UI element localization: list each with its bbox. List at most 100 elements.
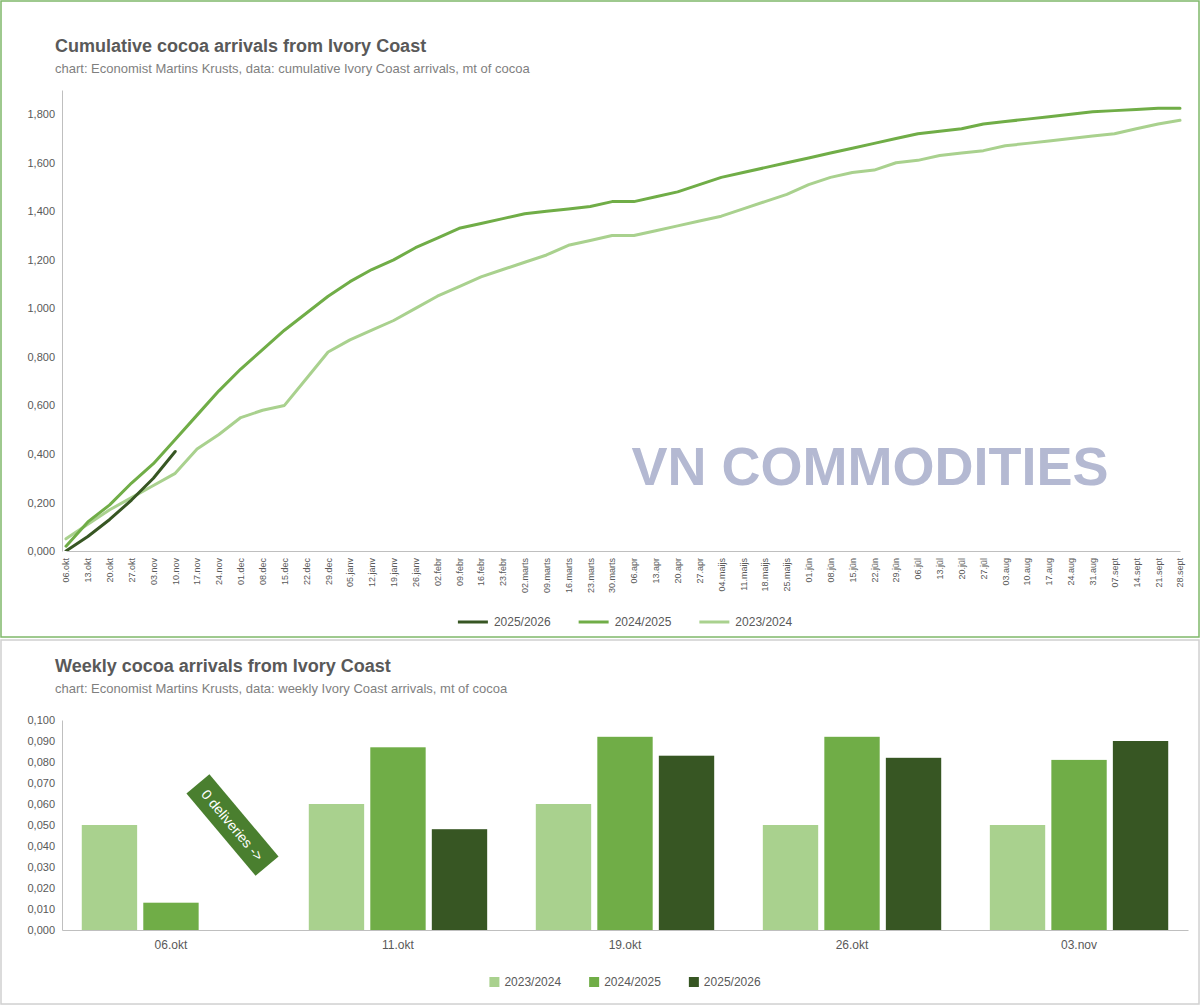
x-tick-label: 15.jūn bbox=[848, 558, 858, 583]
x-tick: 18.maijs bbox=[760, 551, 770, 592]
x-tick-label: 08.jūn bbox=[826, 558, 836, 583]
bar bbox=[370, 747, 425, 930]
x-tick-label: 03.nov bbox=[1061, 938, 1097, 952]
y-tick-label: 0,000 bbox=[27, 545, 55, 557]
plot-bars bbox=[82, 737, 1168, 930]
x-tick: 03.aug bbox=[1001, 551, 1011, 586]
x-tick-label: 27.jūl bbox=[979, 558, 989, 580]
x-tick-label: 09.febr bbox=[455, 558, 465, 586]
x-tick-label: 01.dec bbox=[236, 558, 246, 586]
x-tick: 19.janv bbox=[389, 551, 399, 587]
x-axis-line bbox=[63, 930, 1189, 931]
x-tick: 20.okt bbox=[105, 551, 115, 583]
x-tick: 31.aug bbox=[1088, 551, 1098, 586]
y-tick: 0,600 bbox=[27, 399, 62, 411]
y-axis-line bbox=[62, 91, 63, 552]
y-tick-label: 0,020 bbox=[27, 882, 55, 894]
x-tick-label: 22.jūn bbox=[870, 558, 880, 583]
y-tick: 1,600 bbox=[27, 157, 62, 169]
x-tick: 13.okt bbox=[83, 551, 93, 583]
y-tick-label: 0,030 bbox=[27, 861, 55, 873]
legend-item: 2024/2025 bbox=[579, 615, 672, 629]
x-tick-label: 13.okt bbox=[83, 558, 93, 583]
x-tick-label: 27.okt bbox=[127, 558, 137, 583]
x-tick-label: 23.marts bbox=[586, 558, 596, 594]
x-tick: 23.marts bbox=[586, 551, 596, 593]
x-tick-label: 03.aug bbox=[1001, 558, 1011, 586]
x-tick: 11.okt bbox=[382, 930, 414, 952]
x-tick-label: 17.aug bbox=[1044, 558, 1054, 586]
x-tick-label: 08.dec bbox=[258, 558, 268, 586]
x-axis-line bbox=[67, 551, 1181, 552]
x-tick-label: 01.jūn bbox=[804, 558, 814, 583]
x-tick-label: 16.febr bbox=[476, 558, 486, 586]
y-tick: 0,030 bbox=[27, 861, 62, 873]
x-axis: 06.okt11.okt19.okt26.okt03.nov bbox=[63, 930, 1189, 952]
x-tick: 15.jūn bbox=[848, 551, 858, 583]
annotation-box bbox=[186, 774, 278, 876]
annotation-text: 0 deliveries -> bbox=[198, 786, 267, 863]
x-tick-label: 02.febr bbox=[433, 558, 443, 586]
series-line bbox=[66, 108, 1180, 546]
y-tick-label: 0,100 bbox=[27, 714, 55, 726]
bar bbox=[143, 903, 198, 930]
x-tick: 03.nov bbox=[149, 551, 159, 585]
x-tick-label: 24.nov bbox=[214, 558, 224, 586]
x-tick: 30.marts bbox=[607, 551, 617, 593]
y-axis: 0,0000,0100,0200,0300,0400,0500,0600,070… bbox=[27, 714, 62, 936]
y-tick: 0,040 bbox=[27, 840, 62, 852]
y-tick: 0,060 bbox=[27, 798, 62, 810]
x-tick: 26.okt bbox=[836, 930, 869, 952]
y-tick: 0,090 bbox=[27, 735, 62, 747]
x-tick-label: 26.okt bbox=[836, 938, 869, 952]
x-tick-label: 27.apr bbox=[695, 558, 705, 584]
x-tick: 16.febr bbox=[476, 551, 486, 586]
x-tick: 13.jūl bbox=[935, 551, 945, 580]
x-tick-label: 17.nov bbox=[192, 558, 202, 586]
x-tick: 16.marts bbox=[564, 551, 574, 593]
y-tick-label: 1,200 bbox=[27, 254, 55, 266]
x-tick: 12.janv bbox=[367, 551, 377, 587]
x-tick: 09.marts bbox=[542, 551, 552, 593]
x-tick-label: 11.maijs bbox=[739, 558, 749, 591]
x-tick: 26.janv bbox=[411, 551, 421, 587]
y-tick: 1,800 bbox=[27, 108, 62, 120]
bar bbox=[990, 825, 1045, 930]
x-tick: 15.dec bbox=[280, 551, 290, 585]
x-tick-label: 26.janv bbox=[411, 558, 421, 588]
x-tick: 17.aug bbox=[1044, 551, 1054, 586]
x-tick: 08.jūn bbox=[826, 551, 836, 583]
legend-label: 2023/2024 bbox=[504, 975, 561, 989]
x-tick-label: 20.okt bbox=[105, 558, 115, 583]
y-tick-label: 1,400 bbox=[27, 205, 55, 217]
x-tick: 13.apr bbox=[651, 551, 661, 584]
bar bbox=[659, 756, 714, 930]
x-tick: 06.jūl bbox=[913, 551, 923, 580]
x-tick: 24.aug bbox=[1066, 551, 1076, 586]
x-tick: 20.apr bbox=[673, 551, 683, 584]
x-tick: 02.febr bbox=[433, 551, 443, 586]
x-tick-label: 25.maijs bbox=[782, 558, 792, 592]
x-tick-label: 06.apr bbox=[629, 558, 639, 584]
x-tick: 22.jūn bbox=[870, 551, 880, 583]
bar bbox=[309, 804, 364, 930]
legend-swatch bbox=[589, 977, 599, 987]
x-tick: 27.jūl bbox=[979, 551, 989, 580]
legend-item: 2024/2025 bbox=[589, 975, 661, 989]
legend-label: 2025/2026 bbox=[494, 615, 551, 629]
x-tick-label: 19.okt bbox=[609, 938, 642, 952]
x-tick-label: 20.apr bbox=[673, 558, 683, 584]
x-tick-label: 04.maijs bbox=[717, 558, 727, 592]
legend: 2025/20262024/20252023/2024 bbox=[458, 615, 793, 629]
x-tick-label: 05.janv bbox=[345, 558, 355, 588]
legend-label: 2025/2026 bbox=[704, 975, 761, 989]
x-tick-label: 22.dec bbox=[302, 558, 312, 586]
x-tick-label: 29.dec bbox=[323, 558, 333, 586]
y-tick-label: 0,090 bbox=[27, 735, 55, 747]
x-tick: 24.nov bbox=[214, 551, 224, 585]
chart-subtitle: chart: Economist Martins Krusts, data: c… bbox=[55, 61, 530, 76]
bar bbox=[1051, 760, 1106, 930]
series-line bbox=[66, 452, 175, 551]
y-tick: 0,000 bbox=[27, 545, 62, 557]
x-tick: 06.okt bbox=[61, 551, 71, 583]
